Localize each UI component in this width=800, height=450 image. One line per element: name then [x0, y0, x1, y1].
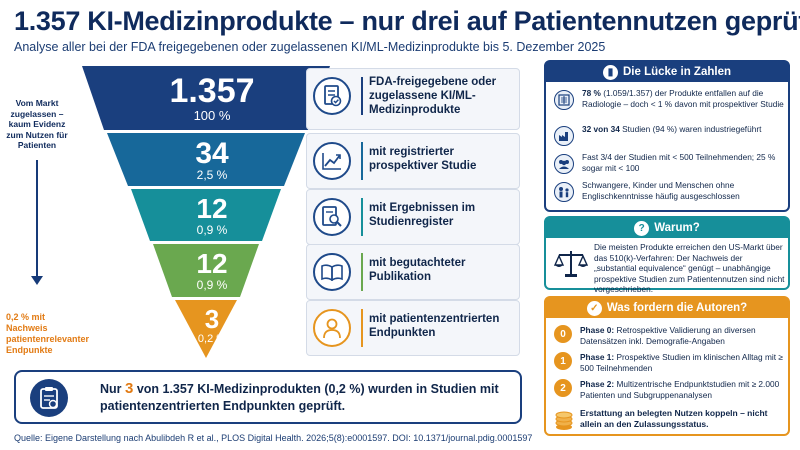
gap-fact-1: 78 % (1.059/1.357) der Produkte entfalle…: [554, 88, 786, 118]
checklist-icon: ✓: [586, 300, 602, 316]
xray-icon: [554, 90, 574, 110]
gap-panel-header: ▮ Die Lücke in Zahlen: [546, 62, 788, 82]
phase-text-0: Phase 0: Retrospektive Validierung an di…: [580, 325, 786, 346]
funnel-label-3: mit Ergebnissen im Studienregister: [369, 202, 476, 228]
family-icon: [554, 182, 574, 202]
gap-fact-3-text: Fast 3/4 der Studien mit < 500 Teilnehme…: [582, 152, 786, 173]
person-icon: [313, 309, 351, 347]
gap-fact-3-body: Fast 3/4 der Studien mit < 500 Teilnehme…: [582, 152, 776, 173]
summary-post: von 1.357 KI-Medizinprodukten (0,2 %) wu…: [100, 382, 499, 413]
funnel-label-4: mit begutachteter Publikation: [369, 257, 466, 283]
summary-box: Nur 3 von 1.357 KI-Medizinprodukten (0,2…: [14, 370, 522, 424]
funnel-segment-1: [82, 66, 330, 130]
phase-number-0: 0: [554, 325, 572, 343]
funnel-row-1: FDA-freigegebene oder zugelassene KI/ML-…: [306, 68, 520, 130]
page-subtitle: Analyse aller bei der FDA freigegebenen …: [14, 40, 606, 54]
funnel-percent-2: 2,5 %: [196, 168, 228, 182]
summary-text: Nur 3 von 1.357 KI-Medizinprodukten (0,2…: [100, 380, 510, 415]
source-citation: Quelle: Eigene Darstellung nach Abulibde…: [14, 433, 533, 443]
gap-fact-4-text: Schwangere, Kinder und Menschen ohne Eng…: [582, 180, 786, 201]
phase-text-2: Phase 2: Multizentrische Endpunktstudien…: [580, 379, 786, 400]
factory-icon: [554, 126, 574, 146]
funnel-percent-1: 100 %: [193, 108, 231, 123]
clipboard-check-icon: [30, 379, 68, 417]
row-accent-bar: [361, 77, 363, 115]
gap-fact-2-body: Studien (94 %) waren industriegeführt: [619, 124, 762, 134]
question-icon: ?: [634, 220, 650, 236]
phase-1-bold: Phase 1:: [580, 352, 615, 362]
document-search-icon: [313, 198, 351, 236]
row-accent-bar: [361, 142, 363, 180]
trend-chart-icon: [313, 142, 351, 180]
phase-number-1: 1: [554, 352, 572, 370]
gap-fact-4: Schwangere, Kinder und Menschen ohne Eng…: [554, 180, 786, 210]
group-icon: [554, 154, 574, 174]
demands-panel-title: Was fordern die Autoren?: [606, 302, 748, 314]
funnel-row-5: mit patientenzentrierten Endpunkten: [306, 300, 520, 356]
funnel-row-4: mit begutachteter Publikation: [306, 244, 520, 300]
funnel-segment-4: [153, 244, 259, 297]
funnel-value-2: 34: [195, 137, 229, 170]
phase-1-body: Prospektive Studien im klinischen Alltag…: [580, 352, 783, 373]
gap-fact-2-text: 32 von 34 Studien (94 %) waren industrie…: [582, 124, 786, 135]
funnel-value-1: 1.357: [169, 72, 255, 110]
funnel-percent-4: 0,9 %: [196, 278, 228, 292]
gap-panel: ▮ Die Lücke in Zahlen 78 % (1.059/1.357) …: [544, 60, 790, 212]
scales-icon: [553, 248, 589, 278]
summary-highlight: 3: [125, 380, 134, 397]
summary-pre: Nur: [100, 382, 125, 396]
funnel-row-2: mit registrierter prospektiver Studie: [306, 133, 520, 189]
funnel-label-5: mit patientenzentrierten Endpunkten: [369, 313, 500, 339]
demands-panel-header: ✓ Was fordern die Autoren?: [546, 298, 788, 318]
page-title: 1.357 KI-Medizinprodukte – nur drei auf …: [14, 6, 800, 36]
funnel-segment-5: [175, 300, 237, 358]
funnel-label-1: FDA-freigegebene oder zugelassene KI/ML-…: [369, 76, 497, 116]
gap-fact-2-bold: 32 von 34: [582, 124, 620, 134]
side-note-top: Vom Markt zugelassen – kaum Evidenz zum …: [6, 98, 68, 150]
side-arrow-line: [36, 160, 38, 278]
gap-panel-title: Die Lücke in Zahlen: [623, 66, 731, 78]
funnel-segment-2: [107, 133, 305, 186]
row-accent-bar: [361, 198, 363, 236]
why-panel: ? Warum? Die meisten Produkte erreichen d…: [544, 216, 790, 294]
gap-fact-1-body: (1.059/1.357) der Produkte entfallen auf…: [582, 88, 784, 109]
gap-fact-3: Fast 3/4 der Studien mit < 500 Teilnehme…: [554, 152, 786, 182]
demands-panel: ✓ Was fordern die Autoren? 0 Phase 0: Ret…: [544, 296, 790, 436]
coins-icon: [553, 410, 575, 432]
side-note-bottom: 0,2 % mit Nachweis patientenrelevanter E…: [6, 312, 90, 355]
row-accent-bar: [361, 253, 363, 291]
demands-final-text: Erstattung an belegten Nutzen koppeln – …: [580, 408, 768, 429]
why-panel-title: Warum?: [654, 222, 700, 234]
phase-2-body: Multizentrische Endpunktstudien mit ≥ 2.…: [580, 379, 780, 400]
gap-fact-1-bold: 78 %: [582, 88, 601, 98]
funnel-value-3: 12: [196, 193, 228, 224]
funnel-label-2: mit registrierter prospektiver Studie: [369, 146, 477, 172]
phase-0-bold: Phase 0:: [580, 325, 615, 335]
funnel-value-4: 12: [196, 248, 228, 279]
row-accent-bar: [361, 309, 363, 347]
phase-2-bold: Phase 2:: [580, 379, 615, 389]
why-panel-text: Die meisten Produkte erreichen den US-Ma…: [594, 242, 785, 294]
funnel-percent-3: 0,9 %: [196, 223, 228, 237]
document-check-icon: [313, 77, 351, 115]
why-panel-header: ? Warum?: [546, 218, 788, 238]
funnel-percent-5: 0,2 %: [197, 333, 227, 345]
phase-0-body: Retrospektive Validierung an diversen Da…: [580, 325, 756, 346]
funnel-value-5: 3: [204, 304, 220, 334]
phase-text-1: Phase 1: Prospektive Studien im klinisch…: [580, 352, 786, 373]
funnel-row-3: mit Ergebnissen im Studienregister: [306, 189, 520, 245]
open-book-icon: [313, 253, 351, 291]
funnel-segment-3: [131, 189, 281, 241]
down-arrow-icon: [31, 276, 43, 285]
gap-fact-1-text: 78 % (1.059/1.357) der Produkte entfalle…: [582, 88, 786, 109]
phase-number-2: 2: [554, 379, 572, 397]
gap-fact-4-body: Schwangere, Kinder und Menschen ohne Eng…: [582, 180, 740, 201]
bar-chart-icon: ▮: [603, 64, 618, 80]
gap-fact-2: 32 von 34 Studien (94 %) waren industrie…: [554, 124, 786, 154]
